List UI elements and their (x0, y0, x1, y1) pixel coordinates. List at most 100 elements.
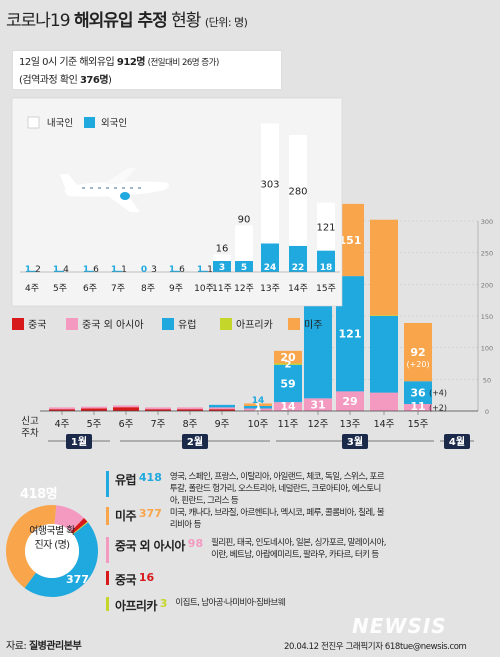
inset-bar-domestic (317, 202, 335, 251)
x-tick-label: 5주 (87, 419, 102, 430)
donut-center-label: 여행국별 확진자 (명) (29, 526, 75, 551)
inset-foreigner-value: 5 (241, 263, 247, 273)
donut-slice-중국 (70, 517, 88, 534)
breakdown-name: 중국 외 아시아 (115, 539, 185, 553)
inset-x-label: 15주 (316, 283, 336, 294)
inset-domestic-value: 90 (238, 214, 251, 225)
breakdown-color-bar (106, 571, 109, 585)
breakdown-value: 377 (138, 507, 162, 520)
inset-domestic-value: 280 (288, 186, 307, 197)
x-tick-label: 8주 (183, 419, 198, 430)
inset-foreigner-value: 0 (141, 265, 147, 275)
breakdown-color-bar (106, 537, 109, 563)
breakdown-section: 418명 여행국별 확진자 (명) 377 유럽 418 영국, 스페인, 프랑스,… (0, 463, 500, 657)
bar-중국 외 아시아 (336, 391, 364, 411)
inset-foreigner-value: 24 (264, 263, 277, 273)
inset-x-label: 8주 (141, 283, 155, 294)
bar-중국 외 아시아 (113, 405, 139, 408)
title-emphasis: 해외유입 추정 (73, 11, 168, 31)
summary-text: (검역과정 확인 (19, 75, 80, 86)
inset-x-label: 5주 (53, 283, 67, 294)
bar-중국 (81, 408, 107, 411)
bar-annotation: (+20) (406, 360, 429, 369)
inset-x-label: 7주 (111, 283, 125, 294)
legend-swatch-europe (162, 318, 174, 330)
bar-value-label: 2 (285, 360, 292, 371)
breakdown-name: 미주 (115, 509, 136, 523)
donut-slice-중국 외 아시아 (54, 505, 84, 532)
month-badge (66, 434, 92, 449)
inset-bar-foreigner (172, 270, 180, 272)
donut-chart: 418명 여행국별 확진자 (명) 377 (4, 469, 100, 633)
bar-중국 외 아시아 (274, 402, 302, 411)
x-tick-label: 7주 (151, 419, 166, 430)
summary-line-1: 12일 0시 기준 해외유입 912명 (전일대비 26명 증가) (19, 54, 275, 72)
breakdown-color-bar (106, 507, 109, 525)
inset-domestic-value: 6 (179, 265, 185, 275)
y-tick-label: 200 (481, 281, 493, 289)
breakdown-row-china: 중국 16 (106, 571, 382, 588)
breakdown-countries: 미국, 캐나다, 브라질, 아르헨티나, 멕시코, 페루, 콜롬비아, 칠레, … (169, 508, 385, 530)
bar-미주 (244, 403, 272, 406)
inset-x-label: 10주 (194, 283, 214, 294)
bar-value-label: 36 (410, 387, 426, 400)
bar-미주 (274, 350, 302, 364)
bar-아프리카 (274, 363, 302, 365)
inset-domestic-value: 1 (207, 265, 213, 275)
y-tick-label: 100 (481, 345, 493, 353)
legend-swatch-domestic (27, 116, 40, 129)
bar-아프리카 (370, 315, 398, 316)
month-badge (444, 434, 470, 449)
x-axis-title: 주차 (21, 427, 39, 439)
bar-중국 (113, 407, 139, 411)
breakdown-name: 아프리카 (115, 599, 157, 613)
legend-label-africa: 아프리카 (236, 319, 273, 331)
legend-label-china: 중국 (28, 319, 46, 331)
bar-중국 (177, 409, 203, 411)
bar-value-label: 29 (342, 395, 357, 408)
breakdown-row-europe: 유럽 418 영국, 스페인, 프랑스, 이탈리아, 아일랜드, 체코, 독일, 스… (106, 471, 390, 507)
inset-domestic-value: 121 (316, 223, 335, 234)
inset-x-label: 12주 (234, 283, 254, 294)
inset-bar-domestic (213, 254, 231, 261)
unit-label: (단위: 명) (204, 16, 248, 29)
donut-slice-미주 (5, 505, 57, 588)
summary-line-2: (검역과정 확인 376명) (19, 72, 275, 89)
x-tick-label: 12주 (308, 419, 329, 430)
donut-slice-유럽 (24, 522, 98, 597)
x-tick-label: 9주 (215, 419, 230, 430)
legend-label-america: 미주 (304, 319, 322, 331)
y-tick-label: 250 (481, 250, 493, 258)
breakdown-countries: 이집트, 남아공·나미비아·짐바브웨 (175, 598, 285, 608)
legend-label-asia: 중국 외 아시아 (82, 319, 144, 331)
bar-유럽 (370, 316, 398, 393)
donut-hole (25, 524, 79, 578)
inset-domestic-value: 1 (121, 265, 127, 275)
breakdown-name: 중국 (115, 573, 136, 587)
y-tick-label: 300 (481, 218, 493, 226)
breakdown-color-bar (106, 597, 109, 611)
breakdown-name: 유럽 (115, 473, 136, 487)
breakdown-value: 98 (187, 537, 204, 550)
title-part: 코로나19 (6, 11, 74, 31)
summary-text: 12일 0시 기준 해외유입 (19, 57, 117, 68)
breakdown-countries: 영국, 스페인, 프랑스, 이탈리아, 아일랜드, 체코, 독일, 스위스, 포… (169, 472, 385, 506)
x-tick-label: 11주 (278, 419, 299, 430)
inset-bar-domestic (261, 123, 279, 244)
watermark: NEWSIS (352, 614, 447, 638)
bar-value-label: 92 (410, 346, 425, 359)
inset-foreigner-value: 22 (292, 263, 305, 273)
bar-중국 (145, 409, 171, 411)
summary-quarantine: 376명 (79, 75, 109, 86)
y-tick-label: 150 (481, 313, 493, 321)
month-badge (182, 434, 208, 449)
page-title: 코로나19 해외유입 추정 현황 (단위: 명) (6, 6, 248, 31)
breakdown-color-bar (106, 471, 109, 497)
inset-domestic-value: 3 (151, 265, 157, 275)
bar-유럽 (274, 364, 302, 403)
bar-중국 외 아시아 (145, 407, 171, 410)
inset-x-label: 6주 (83, 283, 97, 294)
inset-foreigner-value: 1 (25, 265, 31, 275)
x-tick-label: 4주 (55, 419, 70, 430)
month-label: 1월 (71, 436, 87, 448)
